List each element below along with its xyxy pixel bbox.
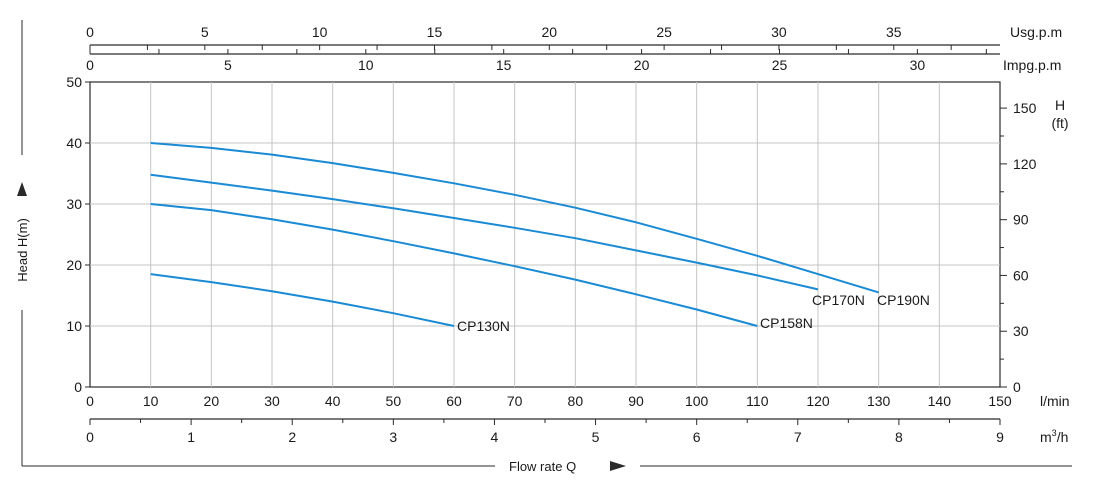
usgpm-tick-label: 20 bbox=[542, 24, 558, 40]
x-tick-label: 40 bbox=[325, 393, 341, 409]
m3h-tick-label: 2 bbox=[288, 429, 296, 445]
impgpm-tick-label: 10 bbox=[358, 57, 374, 73]
impgpm-axis-unit: Impg.p.m bbox=[1003, 57, 1061, 73]
x-tick-label: 120 bbox=[806, 393, 830, 409]
m3h-tick-label: 7 bbox=[794, 429, 802, 445]
x-tick-label: 140 bbox=[928, 393, 952, 409]
m3h-tick-label: 4 bbox=[491, 429, 499, 445]
ft-tick-label: 90 bbox=[1013, 212, 1029, 228]
ft-axis-unit-ft: (ft) bbox=[1051, 115, 1068, 131]
x-tick-label: 10 bbox=[143, 393, 159, 409]
y-tick-label: 10 bbox=[66, 318, 82, 334]
labels: H (ft) l/min m3/h Usg.p.m Impg.p.m Head H(m) Fl… bbox=[15, 24, 1070, 474]
m3h-tick-label: 3 bbox=[389, 429, 397, 445]
x-tick-label: 110 bbox=[746, 393, 769, 409]
impgpm-tick-label: 30 bbox=[910, 57, 926, 73]
m3h-tick-label: 0 bbox=[86, 429, 94, 445]
ft-tick-label: 60 bbox=[1013, 267, 1029, 283]
x-tick-label: 80 bbox=[568, 393, 584, 409]
x-tick-label: 150 bbox=[988, 393, 1012, 409]
curve-label-cp190n: CP190N bbox=[877, 292, 930, 308]
m3h-tick-label: 5 bbox=[592, 429, 600, 445]
m3h-tick-label: 1 bbox=[187, 429, 195, 445]
usgpm-axis-unit: Usg.p.m bbox=[1010, 24, 1062, 40]
usgpm-tick-label: 25 bbox=[656, 24, 672, 40]
y-tick-label: 50 bbox=[66, 74, 82, 90]
x-tick-label: 60 bbox=[446, 393, 462, 409]
plot-area bbox=[89, 81, 1001, 388]
impgpm-tick-label: 15 bbox=[496, 57, 512, 73]
x-axis-unit: l/min bbox=[1040, 393, 1070, 409]
y-tick-label: 40 bbox=[66, 135, 82, 151]
m3h-axis-unit: m3/h bbox=[1040, 428, 1068, 445]
x-tick-label: 20 bbox=[204, 393, 220, 409]
ft-tick-label: 150 bbox=[1013, 100, 1037, 116]
x-tick-label: 90 bbox=[628, 393, 644, 409]
curve-cp190n bbox=[150, 142, 879, 294]
ft-tick-label: 30 bbox=[1013, 323, 1029, 339]
x-axis-title: Flow rate Q bbox=[509, 459, 576, 474]
ft-tick-label: 120 bbox=[1013, 156, 1037, 172]
y-tick-label: 30 bbox=[66, 196, 82, 212]
impgpm-tick-label: 0 bbox=[86, 57, 94, 73]
curve-cp158n bbox=[150, 203, 758, 327]
curve-label-cp130n: CP130N bbox=[457, 318, 510, 334]
ft-axis-unit-h: H bbox=[1055, 97, 1065, 113]
x-tick-label: 50 bbox=[386, 393, 402, 409]
x-axis-arrow-icon bbox=[610, 461, 626, 471]
x-tick-label: 30 bbox=[264, 393, 280, 409]
curves bbox=[150, 142, 879, 327]
usgpm-tick-label: 15 bbox=[427, 24, 443, 40]
chart-frame bbox=[21, 20, 1072, 467]
curve-label-cp158n: CP158N bbox=[760, 315, 813, 331]
impgpm-tick-label: 5 bbox=[224, 57, 232, 73]
m3h-tick-label: 6 bbox=[693, 429, 701, 445]
y-tick-label: 0 bbox=[74, 379, 82, 395]
usgpm-tick-label: 10 bbox=[312, 24, 328, 40]
impgpm-tick-label: 20 bbox=[634, 57, 650, 73]
x-tick-label: 70 bbox=[507, 393, 523, 409]
usgpm-tick-label: 30 bbox=[771, 24, 787, 40]
m3h-tick-label: 8 bbox=[895, 429, 903, 445]
usgpm-tick-label: 35 bbox=[886, 24, 902, 40]
y-axis-title: Head H(m) bbox=[15, 218, 30, 282]
m3h-tick-label: 9 bbox=[996, 429, 1004, 445]
x-tick-label: 100 bbox=[685, 393, 709, 409]
curve-cp170n bbox=[150, 173, 819, 291]
curve-cp130n bbox=[150, 273, 455, 327]
y-tick-label: 20 bbox=[66, 257, 82, 273]
usgpm-tick-label: 5 bbox=[201, 24, 209, 40]
curve-label-cp170n: CP170N bbox=[812, 292, 865, 308]
usgpm-tick-label: 0 bbox=[86, 24, 94, 40]
y-axis-arrow-icon bbox=[17, 182, 27, 196]
x-tick-label: 0 bbox=[86, 393, 94, 409]
impgpm-tick-label: 25 bbox=[772, 57, 788, 73]
grid-lines bbox=[90, 82, 1000, 387]
x-tick-label: 130 bbox=[867, 393, 891, 409]
ft-tick-label: 0 bbox=[1013, 379, 1021, 395]
